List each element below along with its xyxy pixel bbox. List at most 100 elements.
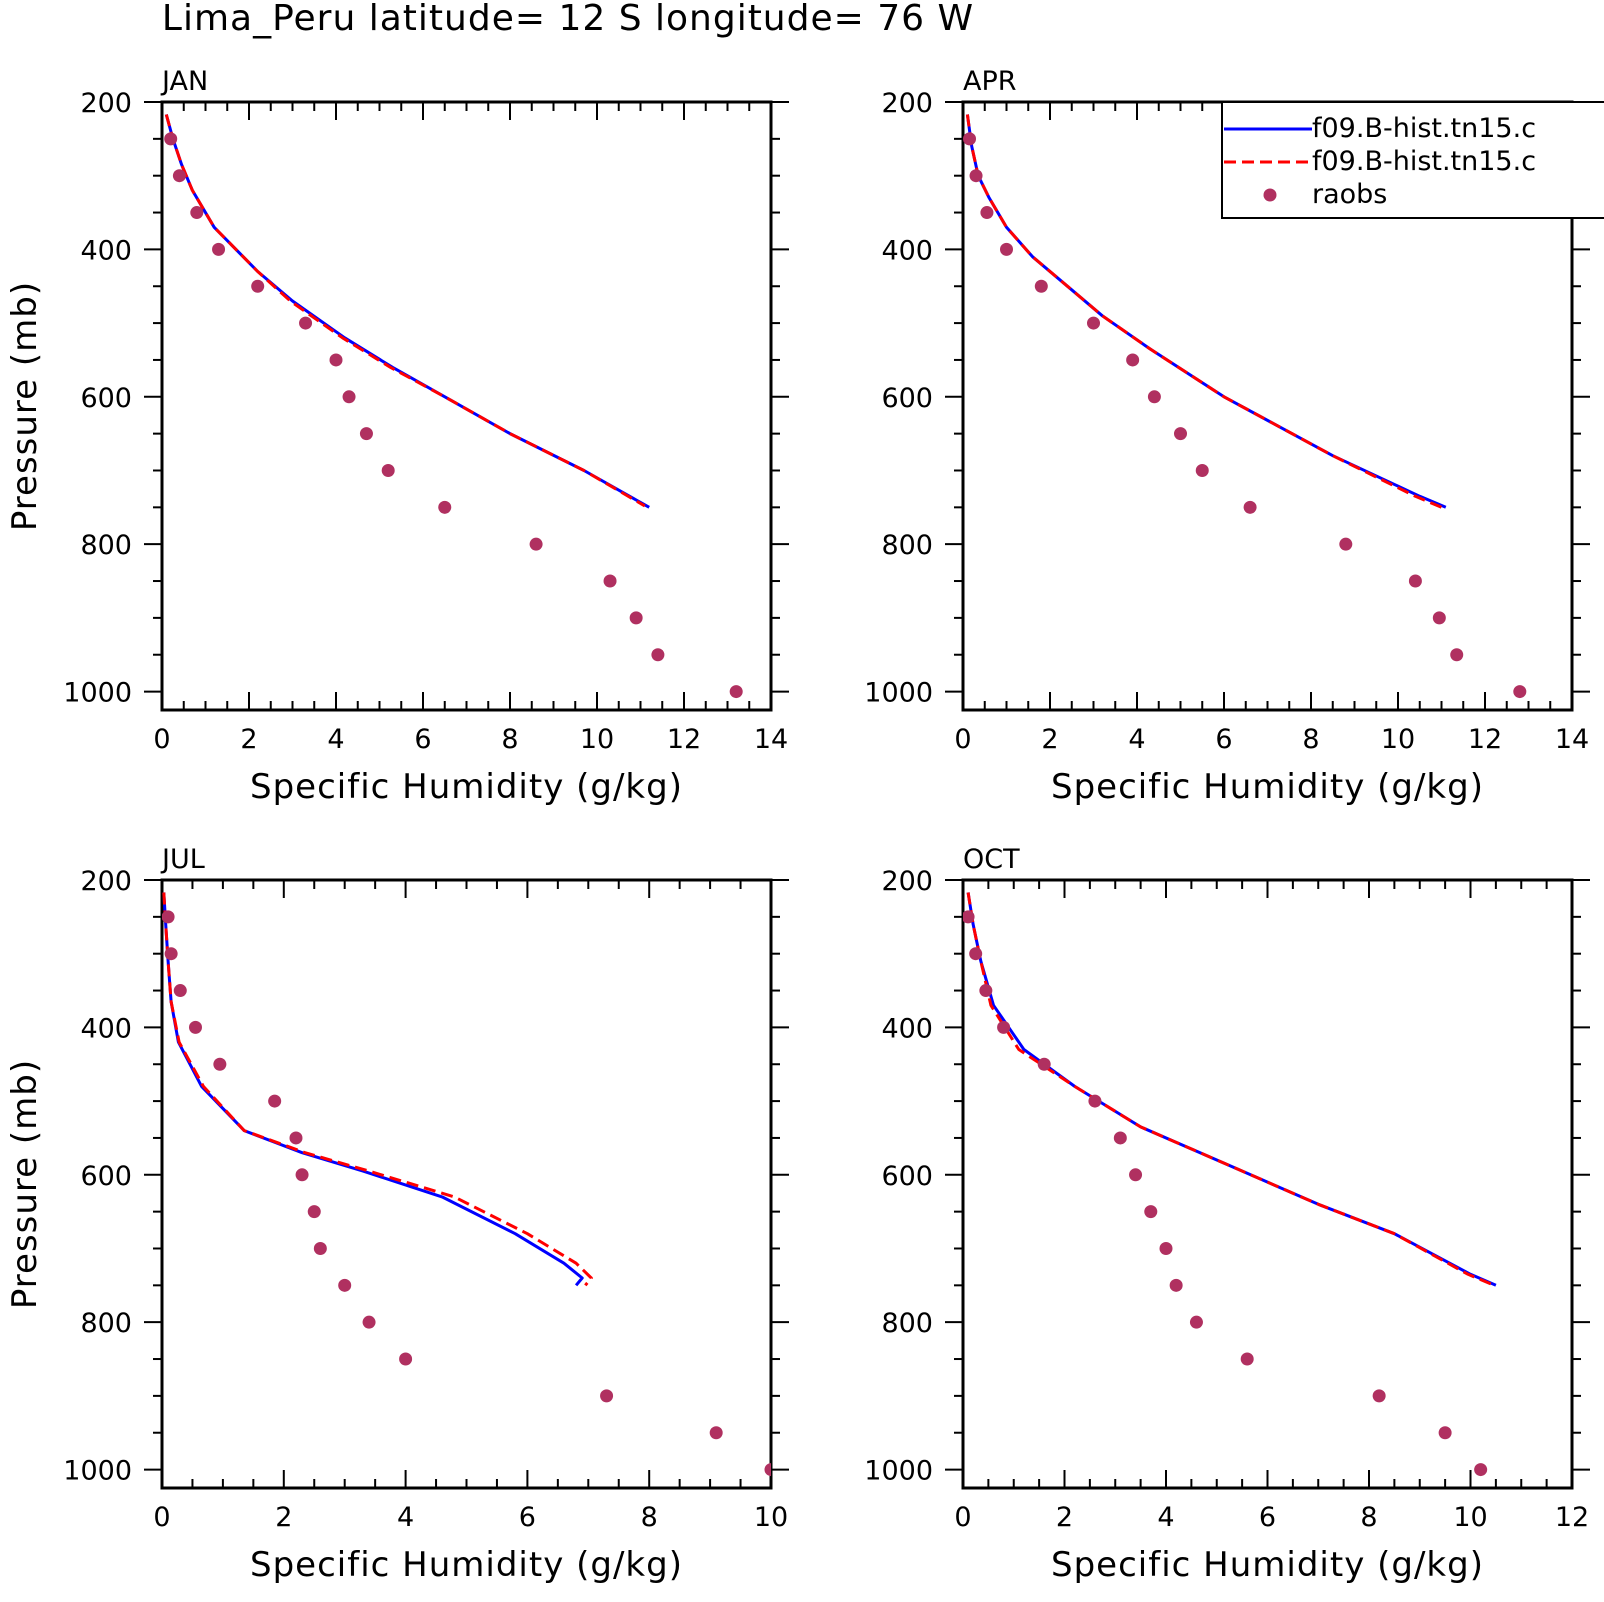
raobs-point [709, 1426, 723, 1440]
x-tick-label: 6 [1215, 724, 1232, 755]
x-tick-label: 14 [1555, 724, 1589, 755]
y-tick-label: 200 [80, 866, 132, 897]
legend-box [1221, 101, 1604, 219]
raobs-point [1147, 390, 1161, 404]
raobs-point [295, 1168, 309, 1182]
raobs-point [213, 1057, 227, 1071]
y-tick-label: 400 [881, 235, 933, 266]
y-tick-label: 400 [80, 235, 132, 266]
x-tick-label: 4 [1128, 724, 1145, 755]
raobs-point [963, 910, 975, 924]
x-tick-label: 10 [1381, 724, 1415, 755]
raobs-point [188, 1020, 202, 1034]
x-tick-label: 8 [1360, 1502, 1377, 1533]
raobs-point [162, 910, 175, 924]
x-tick-label: 10 [754, 1502, 788, 1533]
y-axis-title: Pressure (mb) [5, 281, 45, 531]
raobs-point [1513, 685, 1527, 699]
raobs-point [342, 390, 356, 404]
y-tick-label: 1000 [63, 678, 132, 709]
series-group [162, 892, 771, 1477]
raobs-point [1243, 500, 1257, 514]
plot-frame [160, 878, 773, 1490]
raobs-point [980, 206, 994, 220]
y-tick-label: 200 [881, 866, 933, 897]
model-line-red [164, 114, 646, 508]
y-tick-label: 800 [881, 1308, 933, 1339]
plot-frame [160, 100, 773, 712]
raobs-point [729, 685, 743, 699]
x-tick-label: 10 [1453, 1502, 1487, 1533]
model-line-red [966, 892, 1492, 1286]
y-tick-label: 1000 [864, 678, 933, 709]
panel-label: JAN [160, 66, 208, 97]
y-tick-label: 200 [881, 88, 933, 119]
raobs-point [1474, 1463, 1488, 1477]
raobs-point [1432, 611, 1446, 625]
raobs-point [173, 984, 187, 998]
model-line-blue [164, 114, 650, 509]
y-tick-label: 800 [80, 530, 132, 561]
x-tick-label: 8 [641, 1502, 658, 1533]
x-tick-label: 14 [754, 724, 788, 755]
x-tick-label: 0 [954, 724, 971, 755]
x-tick-label: 12 [1468, 724, 1502, 755]
raobs-point [1189, 1315, 1203, 1329]
raobs-point [1034, 279, 1048, 293]
raobs-point [359, 427, 373, 441]
raobs-point [362, 1315, 376, 1329]
raobs-point [164, 947, 178, 961]
x-axis-title: Specific Humidity (g/kg) [250, 1545, 683, 1585]
x-tick-label: 2 [275, 1502, 292, 1533]
raobs-point [764, 1463, 771, 1477]
x-tick-label: 4 [397, 1502, 414, 1533]
legend-marker-raobs [1263, 188, 1277, 202]
model-line-red [162, 892, 593, 1287]
x-tick-label: 6 [414, 724, 431, 755]
raobs-point [1240, 1352, 1254, 1366]
raobs-point [381, 463, 395, 477]
raobs-point [1113, 1131, 1127, 1145]
y-tick-label: 800 [80, 1308, 132, 1339]
x-axis-title: Specific Humidity (g/kg) [250, 767, 683, 807]
raobs-point [1372, 1389, 1386, 1403]
raobs-point [1129, 1168, 1143, 1182]
raobs-point [603, 574, 617, 588]
y-tick-label: 800 [881, 530, 933, 561]
raobs-point [268, 1094, 282, 1108]
series-group [164, 114, 743, 699]
raobs-point [963, 132, 977, 146]
x-axis-title: Specific Humidity (g/kg) [1051, 1545, 1484, 1585]
raobs-point [329, 353, 343, 367]
raobs-point [1450, 648, 1464, 662]
raobs-point [1159, 1241, 1173, 1255]
raobs-point [438, 500, 452, 514]
raobs-point [164, 132, 178, 146]
legend-label: raobs [1312, 179, 1387, 210]
raobs-point [629, 611, 643, 625]
raobs-point [1169, 1278, 1183, 1292]
y-tick-label: 600 [80, 383, 132, 414]
raobs-point [1438, 1426, 1452, 1440]
x-tick-label: 4 [1157, 1502, 1174, 1533]
panel-jul: JUL 0 2 4 6 8 10 200 400 600 800 1000 Specific Humid… [5, 844, 789, 1585]
x-tick-label: 12 [1555, 1502, 1589, 1533]
panel-label: APR [963, 66, 1017, 97]
model-line-blue [966, 892, 1497, 1287]
panel-label: JUL [160, 844, 205, 875]
y-tick-label: 600 [881, 1161, 933, 1192]
raobs-point [1339, 537, 1353, 551]
y-tick-label: 1000 [864, 1456, 933, 1487]
y-tick-label: 400 [80, 1013, 132, 1044]
x-tick-label: 6 [1259, 1502, 1276, 1533]
raobs-point [1144, 1205, 1158, 1219]
panel-jan: JAN 0 2 4 6 8 10 12 14 200 400 600 800 1000 Specific H… [5, 66, 789, 807]
legend-label: f09.B-hist.tn15.c [1312, 146, 1536, 177]
raobs-point [338, 1278, 352, 1292]
raobs-point [172, 169, 186, 183]
x-tick-label: 8 [1302, 724, 1319, 755]
legend-label: f09.B-hist.tn15.c [1312, 113, 1536, 144]
x-tick-label: 2 [1056, 1502, 1073, 1533]
